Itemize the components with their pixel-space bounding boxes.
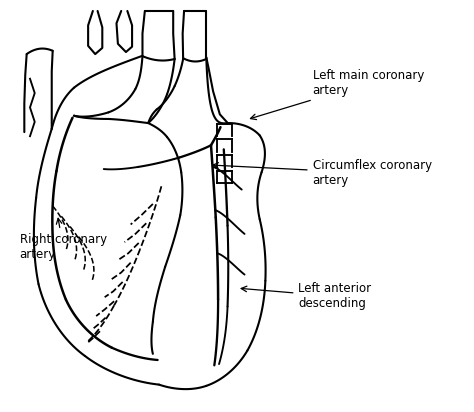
Text: Right coronary
artery: Right coronary artery (19, 218, 107, 261)
Text: Circumflex coronary
artery: Circumflex coronary artery (213, 159, 432, 187)
Text: Left main coronary
artery: Left main coronary artery (250, 69, 424, 119)
Text: Left anterior
descending: Left anterior descending (241, 282, 372, 310)
